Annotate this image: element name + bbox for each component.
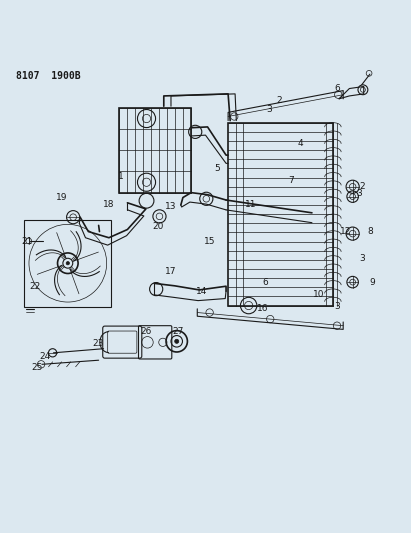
Text: 10: 10 — [313, 290, 324, 299]
Text: 13: 13 — [165, 203, 176, 212]
Text: 4: 4 — [297, 139, 303, 148]
Text: 18: 18 — [103, 200, 115, 209]
Text: 3: 3 — [357, 189, 363, 198]
Text: 17: 17 — [165, 267, 176, 276]
Text: 14: 14 — [196, 287, 207, 296]
Text: 2: 2 — [277, 95, 282, 104]
Text: 27: 27 — [172, 327, 183, 336]
Text: 15: 15 — [204, 237, 215, 246]
Text: 25: 25 — [31, 362, 43, 372]
Text: 3: 3 — [266, 105, 272, 114]
Text: 16: 16 — [256, 304, 268, 313]
Text: 8: 8 — [368, 228, 374, 237]
Text: 3: 3 — [359, 254, 365, 263]
Text: 19: 19 — [56, 193, 67, 202]
Text: 5: 5 — [214, 164, 220, 173]
Text: 7: 7 — [288, 176, 294, 185]
Text: 1: 1 — [118, 172, 124, 181]
Text: 21: 21 — [21, 237, 33, 246]
Text: 3: 3 — [334, 302, 340, 311]
Text: 2: 2 — [360, 182, 365, 191]
Text: 20: 20 — [152, 222, 164, 231]
Text: 6: 6 — [262, 278, 268, 287]
Bar — [24, 220, 111, 307]
Text: 23: 23 — [92, 340, 104, 348]
Text: 12: 12 — [339, 228, 351, 237]
Text: 26: 26 — [140, 327, 152, 336]
Text: 8107  1900B: 8107 1900B — [16, 71, 81, 81]
Circle shape — [66, 262, 69, 265]
Text: 24: 24 — [39, 352, 51, 361]
Text: 22: 22 — [29, 282, 41, 290]
Text: 11: 11 — [245, 200, 256, 209]
Text: 9: 9 — [369, 278, 375, 287]
Text: 6: 6 — [334, 84, 340, 93]
Bar — [228, 123, 333, 305]
Bar — [119, 108, 191, 192]
Circle shape — [175, 339, 179, 343]
